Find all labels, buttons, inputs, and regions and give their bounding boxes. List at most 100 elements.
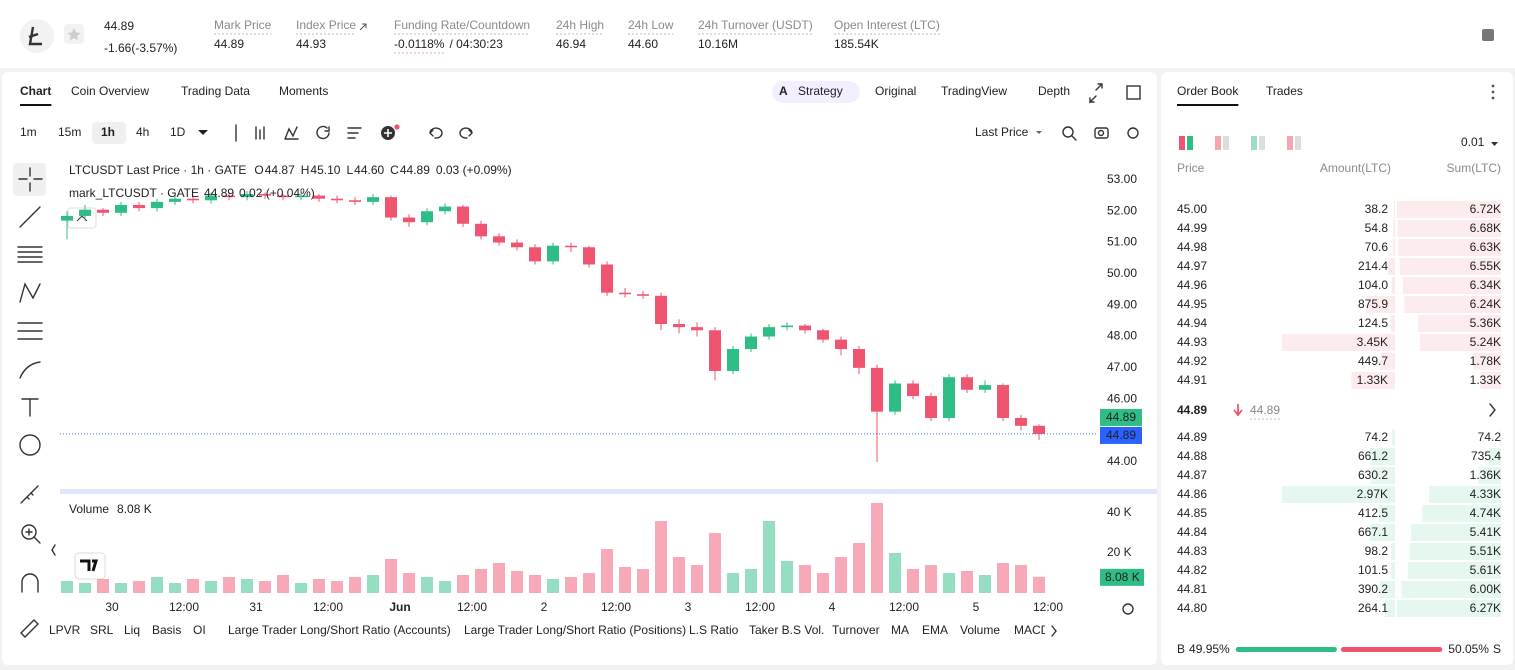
template-icon[interactable] [347, 127, 362, 139]
indicator[interactable]: L.S Ratio [689, 623, 739, 637]
settings-icon[interactable] [1127, 127, 1139, 139]
camera-icon[interactable] [1094, 127, 1109, 139]
book-price[interactable]: 45.00 [1177, 202, 1207, 216]
both-sides-icon[interactable] [1179, 136, 1185, 150]
pencil-tool[interactable] [20, 619, 39, 638]
indicator[interactable]: Basis [152, 623, 181, 637]
book-price[interactable]: 44.87 [1177, 468, 1207, 482]
indicator[interactable]: Turnover [832, 623, 880, 637]
pattern-tool[interactable] [19, 282, 41, 303]
book-expand[interactable] [1489, 403, 1496, 417]
fib-tool[interactable] [17, 246, 43, 263]
indicator[interactable]: Large Trader Long/Short Ratio (Accounts) [228, 623, 451, 637]
window-icon[interactable] [1126, 85, 1141, 100]
tick-size[interactable]: 0.01 [1461, 135, 1485, 149]
book-price[interactable]: 44.89 [1177, 430, 1207, 444]
indicator[interactable]: MACD [1014, 623, 1050, 637]
panel-tab[interactable]: Chart [20, 84, 51, 98]
expand-icon[interactable] [235, 83, 1103, 142]
book-amount: 98.2 [1365, 544, 1389, 558]
volume-bar [349, 577, 362, 593]
interval[interactable]: 1m [20, 125, 37, 139]
book-amount: 449.7 [1358, 354, 1388, 368]
sum-depth-bar [1499, 429, 1501, 446]
zoom-tool[interactable] [21, 524, 37, 540]
price-type[interactable]: Last Price [975, 125, 1029, 139]
view-tab[interactable]: Original [875, 84, 916, 98]
book-price[interactable]: 44.86 [1177, 487, 1207, 501]
book-price[interactable]: 44.88 [1177, 449, 1207, 463]
strategy-pill[interactable] [772, 81, 860, 103]
book-price[interactable]: 44.82 [1177, 563, 1207, 577]
view-tab[interactable]: Depth [1038, 84, 1070, 98]
book-icon[interactable] [1482, 29, 1494, 41]
view-tab[interactable]: TradingView [941, 84, 1007, 98]
panel-tab[interactable]: Trading Data [181, 84, 250, 98]
book-price[interactable]: 44.94 [1177, 316, 1207, 330]
ruler-tool[interactable] [20, 485, 39, 504]
book-tab-underline [1177, 104, 1239, 106]
price-type-caret[interactable] [1036, 131, 1042, 134]
emoji-tool[interactable] [19, 434, 41, 456]
book-tab[interactable]: Trades [1266, 84, 1303, 98]
grouped-icon[interactable] [1287, 136, 1293, 150]
book-price[interactable]: 44.98 [1177, 240, 1207, 254]
interval[interactable]: 4h [136, 125, 149, 139]
volume-bar [619, 567, 632, 593]
book-price[interactable]: 44.84 [1177, 525, 1207, 539]
candle-type-icon[interactable] [255, 126, 265, 140]
indicator[interactable]: Liq [124, 623, 140, 637]
book-price[interactable]: 44.83 [1177, 544, 1207, 558]
indicator[interactable]: MA [891, 623, 909, 637]
interval-dropdown[interactable] [198, 130, 208, 135]
interval[interactable]: 15m [58, 125, 81, 139]
indicator[interactable]: OI [193, 623, 206, 637]
indicator[interactable]: Volume [960, 623, 1000, 637]
book-price[interactable]: 44.96 [1177, 278, 1207, 292]
book-price[interactable]: 44.91 [1177, 373, 1207, 387]
interval[interactable]: 1h [101, 125, 115, 139]
book-amount: 38.2 [1365, 202, 1389, 216]
panel-tab[interactable]: Moments [279, 84, 328, 98]
book-price[interactable]: 44.95 [1177, 297, 1207, 311]
interval[interactable]: 1D [170, 125, 186, 139]
tick-size-caret[interactable] [1491, 142, 1498, 146]
undo-icon[interactable] [429, 127, 443, 139]
redo-icon[interactable] [459, 127, 473, 139]
brush-tool[interactable] [19, 361, 41, 379]
legend-mark-title: mark_LTCUSDT · GATE [69, 186, 199, 200]
book-amount: 70.6 [1365, 240, 1389, 254]
text-tool[interactable] [21, 398, 39, 417]
indicator-icon[interactable] [284, 126, 299, 140]
volume-bar [655, 521, 668, 593]
book-price[interactable]: 44.81 [1177, 582, 1207, 596]
search-icon[interactable] [1062, 126, 1074, 138]
axis-settings[interactable] [1122, 603, 1134, 615]
book-price[interactable]: 44.97 [1177, 259, 1207, 273]
book-tab[interactable]: Order Book [1177, 84, 1239, 98]
indicator[interactable]: Taker B.S Vol. [749, 623, 824, 637]
indicator[interactable]: Large Trader Long/Short Ratio (Positions… [464, 623, 686, 637]
trendline-tool[interactable] [19, 206, 41, 228]
crosshair-tool[interactable] [18, 167, 43, 192]
indicator[interactable]: EMA [922, 623, 948, 637]
candle-body [673, 324, 686, 328]
asks-only-icon[interactable] [1215, 136, 1221, 150]
indicator-next[interactable] [1051, 625, 1057, 637]
indicator[interactable]: LPVR [49, 623, 81, 637]
projection-tool[interactable] [17, 322, 43, 340]
book-price[interactable]: 44.85 [1177, 506, 1207, 520]
book-price[interactable]: 44.80 [1177, 601, 1207, 615]
book-price[interactable]: 44.92 [1177, 354, 1207, 368]
panel-tab[interactable]: Coin Overview [71, 84, 149, 98]
view-tab[interactable]: Strategy [798, 84, 843, 98]
book-price[interactable]: 44.99 [1177, 221, 1207, 235]
more-menu[interactable] [1491, 84, 1495, 100]
bids-only-icon[interactable] [1251, 136, 1257, 150]
replay-icon[interactable] [316, 125, 330, 140]
collapse-toolbar[interactable] [51, 544, 56, 556]
book-price[interactable]: 44.93 [1177, 335, 1207, 349]
indicator[interactable]: SRL [90, 623, 114, 637]
magnet-tool[interactable] [21, 573, 39, 593]
sum-depth-bar [1401, 581, 1501, 598]
